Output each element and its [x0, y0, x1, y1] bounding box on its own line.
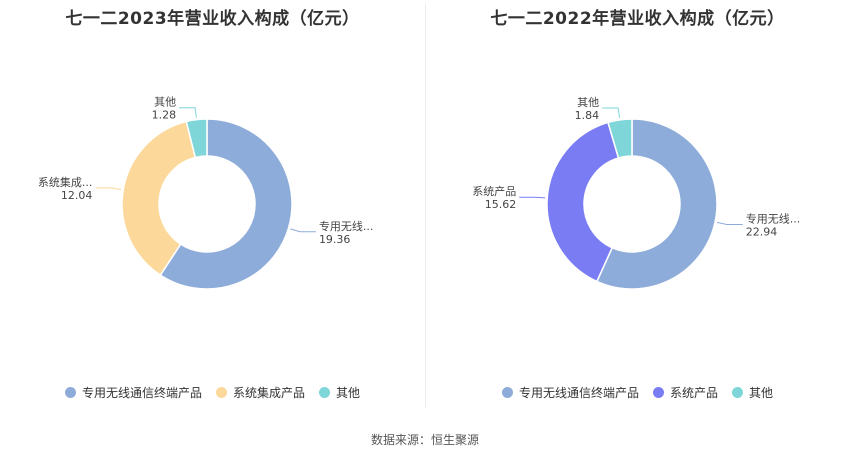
- chart-title-2023: 七一二2023年营业收入构成（亿元）: [65, 9, 360, 29]
- legend-label: 其他: [749, 386, 774, 400]
- leader-line-1: [519, 196, 546, 199]
- legend-label: 其他: [336, 386, 361, 400]
- legend-item[interactable]: 专用无线通信终端产品: [501, 384, 639, 401]
- legend-label: 系统集成产品: [232, 386, 305, 400]
- slice-2: [185, 118, 208, 159]
- slice-name-label: 其他: [154, 96, 176, 109]
- legend-dot-icon: [732, 387, 743, 398]
- slice-0: [595, 118, 718, 290]
- slice-1: [121, 120, 197, 277]
- slice-value-label: 15.62: [485, 198, 516, 211]
- leader-line-2: [179, 107, 197, 118]
- slice-name-label: 其他: [577, 96, 599, 109]
- slice-name-label: 专用无线...: [319, 219, 374, 233]
- legend-dot-icon: [319, 387, 330, 398]
- slice-name-label: 系统产品: [472, 184, 516, 198]
- slice-0: [159, 118, 293, 290]
- chart-2023: 七一二2023年营业收入构成（亿元） 专用无线... 19.36 系统集成... 12…: [0, 0, 425, 410]
- legend-item[interactable]: 系统集成产品: [215, 384, 305, 401]
- slice-value-label: 1.84: [575, 109, 600, 122]
- slice-value-label: 19.36: [319, 233, 351, 246]
- slice-value-label: 12.04: [61, 189, 93, 202]
- chart-2022: 七一二2022年营业收入构成（亿元） 专用无线... 22.94 系统产品 15.62…: [425, 0, 850, 410]
- data-source: 数据来源：恒生聚源: [370, 433, 479, 447]
- legend-item[interactable]: 其他: [732, 384, 773, 401]
- slice-1: [546, 121, 620, 283]
- legend-label: 专用无线通信终端产品: [518, 386, 639, 400]
- leader-line-1: [95, 187, 122, 191]
- legend-dot-icon: [501, 387, 513, 398]
- slice-2: [607, 118, 633, 159]
- legend-item[interactable]: 其他: [319, 384, 360, 401]
- donut-chart-2023: 专用无线...19.36 系统集成...12.04 其他1.28: [38, 96, 374, 290]
- legend-label: 系统产品: [669, 386, 718, 400]
- slice-value-label: 22.94: [746, 226, 778, 239]
- legend-dot-icon: [215, 387, 227, 398]
- slice-name-label: 系统集成...: [38, 175, 93, 189]
- leader-line-2: [602, 107, 621, 118]
- legend-2022: 专用无线通信终端产品 系统产品 其他: [425, 384, 850, 401]
- leader-line-0: [716, 221, 743, 226]
- legend-dot-icon: [652, 387, 664, 398]
- slice-value-label: 1.28: [152, 109, 177, 122]
- legend-2023: 专用无线通信终端产品 系统集成产品 其他: [0, 384, 425, 401]
- panel-divider: [425, 4, 426, 408]
- legend-label: 专用无线通信终端产品: [81, 386, 202, 400]
- slice-name-label: 专用无线...: [746, 212, 801, 226]
- legend-item[interactable]: 专用无线通信终端产品: [64, 384, 202, 401]
- leader-line-0: [290, 228, 316, 233]
- legend-item[interactable]: 系统产品: [652, 384, 718, 401]
- legend-dot-icon: [64, 387, 76, 398]
- chart-title-2022: 七一二2022年营业收入构成（亿元）: [490, 9, 785, 29]
